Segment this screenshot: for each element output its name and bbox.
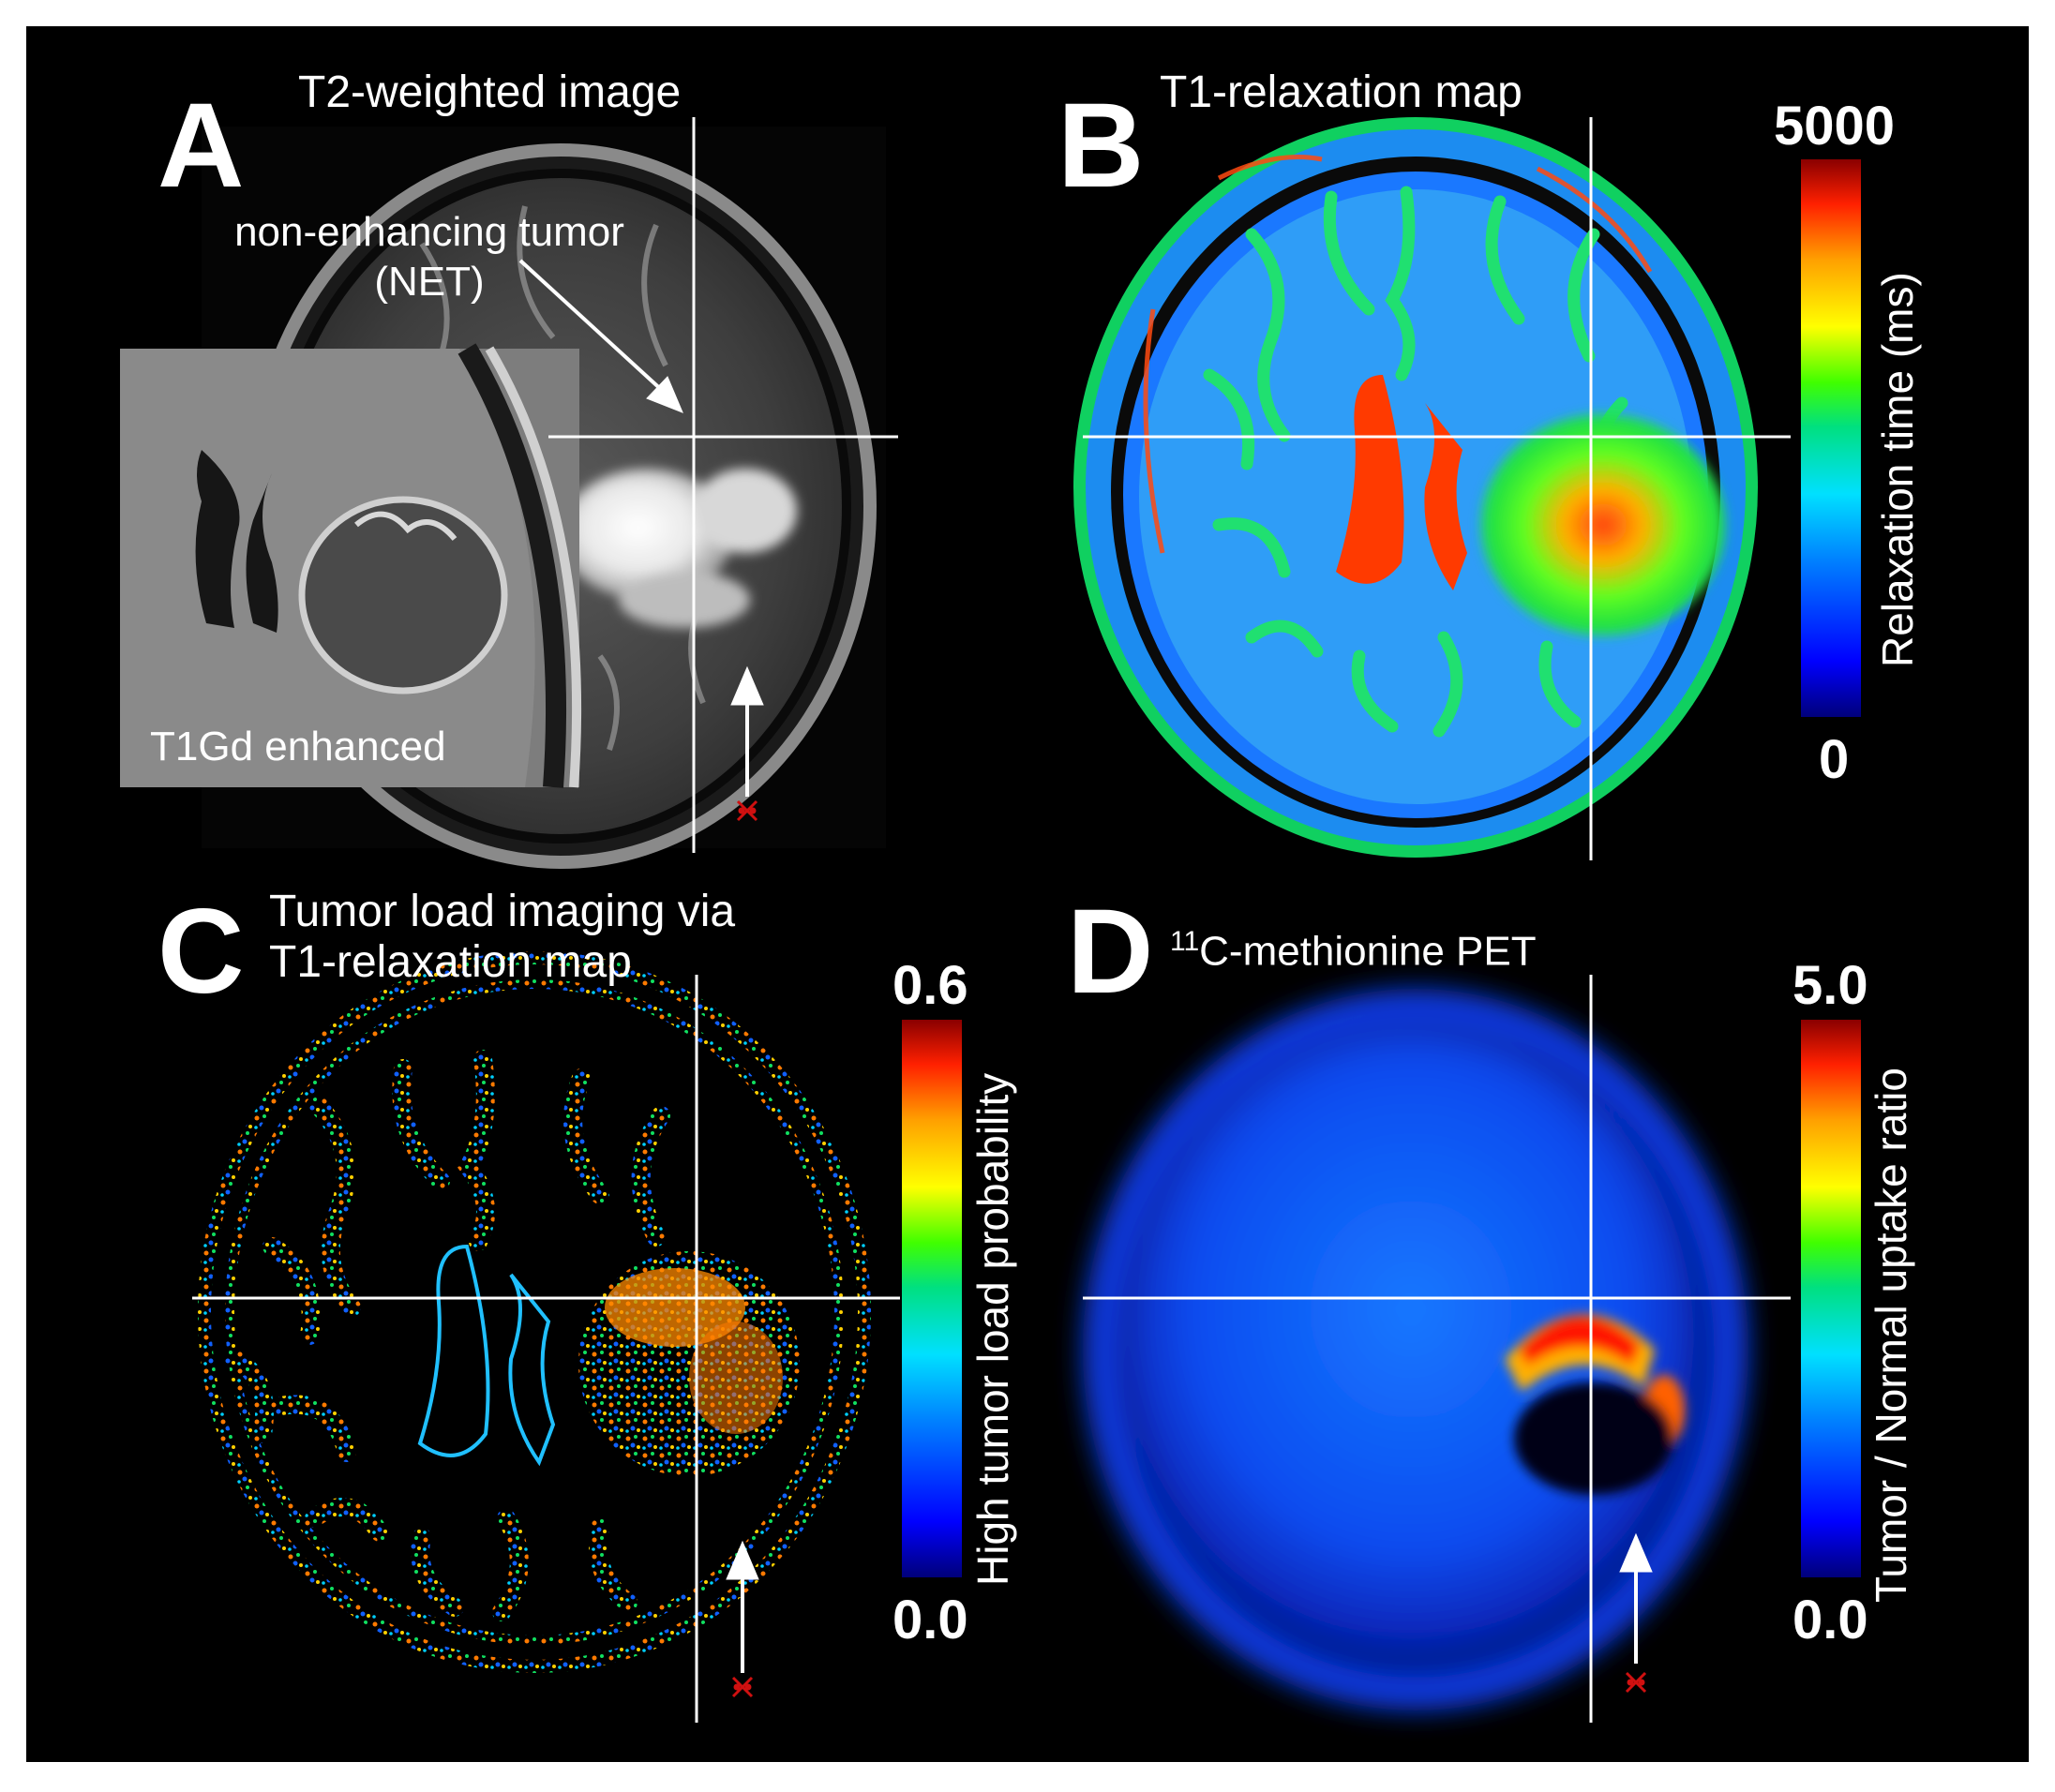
panel-b-colorbar-max: 5000 (1774, 96, 1896, 157)
panel-b-image (1073, 117, 1758, 858)
crosshairs (192, 117, 1791, 1723)
panel-a-inset (120, 343, 582, 788)
panel-c-colorbar (902, 1020, 962, 1577)
panel-c-title-line1: Tumor load imaging via (269, 887, 736, 936)
panel-c-up-arrow-head (726, 1540, 759, 1580)
panel-d-colorbar-label: Tumor / Normal uptake ratio (1867, 1068, 1915, 1603)
panel-d-letter: D (1067, 885, 1154, 1019)
panel-b-title: T1-relaxation map (1160, 67, 1522, 117)
panel-d-colorbar-min: 0.0 (1792, 1590, 1868, 1650)
panel-c-image (198, 951, 871, 1673)
panel-b-colorbar-label: Relaxation time (ms) (1873, 272, 1922, 667)
panel-a-net-arrow-head (646, 376, 683, 413)
panel-d-colorbar-max: 5.0 (1792, 955, 1868, 1016)
panel-a-inset-label: T1Gd enhanced (150, 724, 446, 769)
panel-c-colorbar-label: High tumor load probability (968, 1072, 1017, 1586)
panel-b-colorbar (1801, 159, 1861, 717)
panel-d-up-arrow-head (1619, 1532, 1653, 1573)
panel-a-annotation-line2: (NET) (374, 258, 485, 305)
panel-a-letter: A (158, 79, 245, 213)
arrows (518, 259, 1653, 1673)
panel-c-title: Tumor load imaging via T1-relaxation map (269, 887, 735, 988)
panel-c-colorbar-min: 0.0 (892, 1590, 968, 1650)
panel-a-up-arrow-head (730, 665, 764, 706)
panel-a-annotation-line1: non-enhancing tumor (234, 209, 624, 255)
panel-d-title-superscript: 11 (1170, 926, 1200, 957)
panel-c-letter: C (158, 885, 245, 1019)
panel-d-image (1078, 984, 1791, 1715)
panel-a-title: T2-weighted image (298, 67, 682, 117)
red-markers (731, 799, 1647, 1698)
panel-c-marker-icon (731, 1676, 754, 1698)
panel-a-annotation: non-enhancing tumor (NET) (204, 208, 654, 307)
panel-d-title: 11C-methionine PET (1170, 926, 1537, 975)
panel-d-colorbar (1801, 1020, 1861, 1577)
panel-a-image (120, 127, 886, 869)
panel-b-letter: B (1058, 79, 1145, 213)
panel-c-colorbar-max: 0.6 (892, 955, 968, 1016)
panel-c-title-line2: T1-relaxation map (269, 936, 632, 987)
panel-d-title-text: C-methionine PET (1199, 928, 1537, 975)
panel-c-tumor (578, 1251, 800, 1476)
panel-d-marker-icon (1625, 1671, 1647, 1694)
panel-a-marker-icon (736, 799, 758, 822)
panel-b-colorbar-min: 0 (1819, 729, 1850, 790)
